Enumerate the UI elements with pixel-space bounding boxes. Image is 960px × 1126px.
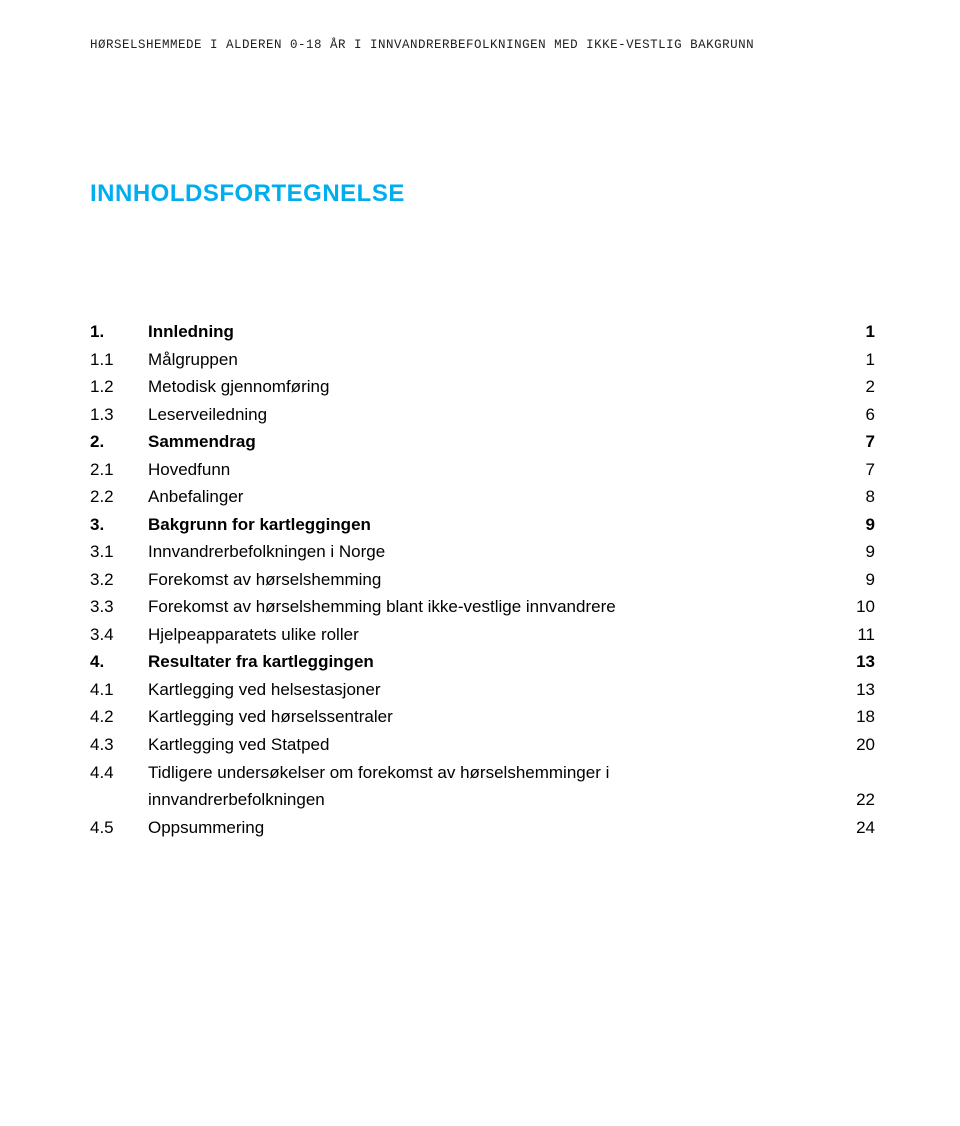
- toc-entry-page: 7: [845, 456, 875, 484]
- toc-entry: 3.4 Hjelpeapparatets ulike roller 11: [90, 621, 875, 649]
- toc-entry-label: Innledning: [148, 318, 845, 346]
- toc-entry-page: 13: [845, 676, 875, 704]
- toc-entry-num: 3.: [90, 511, 148, 539]
- toc-list: 1. Innledning 1 1.1 Målgruppen 1 1.2 Met…: [90, 318, 875, 841]
- toc-entry: 1.3 Leserveiledning 6: [90, 401, 875, 429]
- toc-entry-page: 13: [845, 648, 875, 676]
- toc-entry-page: 9: [845, 511, 875, 539]
- toc-entry-page: 9: [845, 566, 875, 594]
- toc-entry-page: 6: [845, 401, 875, 429]
- toc-entry: 3.2 Forekomst av hørselshemming 9: [90, 566, 875, 594]
- toc-entry-num: 3.4: [90, 621, 148, 649]
- toc-entry-label: Kartlegging ved Statped: [148, 731, 845, 759]
- toc-entry-num: 4.4: [90, 759, 148, 787]
- toc-entry-page: 20: [845, 731, 875, 759]
- toc-entry-page: 18: [845, 703, 875, 731]
- toc-entry-num: 3.3: [90, 593, 148, 621]
- toc-entry-num: 4.1: [90, 676, 148, 704]
- toc-entry-num: 1.: [90, 318, 148, 346]
- toc-entry-continuation: innvandrerbefolkningen 22: [90, 786, 875, 814]
- toc-entry-label: Anbefalinger: [148, 483, 845, 511]
- toc-entry-num: 3.2: [90, 566, 148, 594]
- toc-entry-num: 2.1: [90, 456, 148, 484]
- toc-entry-label: Kartlegging ved helsestasjoner: [148, 676, 845, 704]
- toc-entry: 2.1 Hovedfunn 7: [90, 456, 875, 484]
- toc-entry: 4.5 Oppsummering 24: [90, 814, 875, 842]
- toc-entry-page: 10: [845, 593, 875, 621]
- toc-entry: 4. Resultater fra kartleggingen 13: [90, 648, 875, 676]
- toc-entry-page: 8: [845, 483, 875, 511]
- toc-entry: 1.1 Målgruppen 1: [90, 346, 875, 374]
- toc-entry-num: 4.5: [90, 814, 148, 842]
- toc-entry-page: 11: [845, 621, 875, 649]
- toc-entry: 1. Innledning 1: [90, 318, 875, 346]
- toc-entry-label: Forekomst av hørselshemming blant ikke-v…: [148, 593, 845, 621]
- toc-entry-label: Oppsummering: [148, 814, 845, 842]
- toc-entry-label: Hjelpeapparatets ulike roller: [148, 621, 845, 649]
- page: HØRSELSHEMMEDE I ALDEREN 0-18 ÅR I INNVA…: [0, 0, 960, 841]
- toc-entry-num: 1.2: [90, 373, 148, 401]
- toc-title: INNHOLDSFORTEGNELSE: [90, 180, 875, 208]
- toc-entry: 4.1 Kartlegging ved helsestasjoner 13: [90, 676, 875, 704]
- toc-entry-page: 1: [845, 318, 875, 346]
- toc-entry-num: 2.2: [90, 483, 148, 511]
- page-header: HØRSELSHEMMEDE I ALDEREN 0-18 ÅR I INNVA…: [90, 38, 875, 52]
- toc-entry-label: Kartlegging ved hørselssentraler: [148, 703, 845, 731]
- toc-entry: 1.2 Metodisk gjennomføring 2: [90, 373, 875, 401]
- toc-entry-label: Sammendrag: [148, 428, 845, 456]
- toc-entry-label: Hovedfunn: [148, 456, 845, 484]
- toc-entry-page: 7: [845, 428, 875, 456]
- toc-entry-page: 1: [845, 346, 875, 374]
- toc-entry: 4.2 Kartlegging ved hørselssentraler 18: [90, 703, 875, 731]
- toc-entry: 2.2 Anbefalinger 8: [90, 483, 875, 511]
- toc-entry-label-line1: Tidligere undersøkelser om forekomst av …: [148, 759, 845, 787]
- toc-entry-label: Innvandrerbefolkningen i Norge: [148, 538, 845, 566]
- toc-entry: 4.3 Kartlegging ved Statped 20: [90, 731, 875, 759]
- toc-entry-label: Leserveiledning: [148, 401, 845, 429]
- toc-entry-num: 1.1: [90, 346, 148, 374]
- toc-entry-num: 1.3: [90, 401, 148, 429]
- toc-entry-label: Bakgrunn for kartleggingen: [148, 511, 845, 539]
- toc-entry-label-line2: innvandrerbefolkningen: [148, 786, 845, 814]
- toc-entry-num: 4.2: [90, 703, 148, 731]
- toc-entry-label: Resultater fra kartleggingen: [148, 648, 845, 676]
- toc-entry: 3. Bakgrunn for kartleggingen 9: [90, 511, 875, 539]
- toc-title-text: INNHOLDSFORTEGNELSE: [90, 180, 405, 207]
- toc-entry-label: Målgruppen: [148, 346, 845, 374]
- toc-entry: 4.4 Tidligere undersøkelser om forekomst…: [90, 759, 875, 787]
- toc-entry: 2. Sammendrag 7: [90, 428, 875, 456]
- toc-entry-page: 22: [845, 786, 875, 814]
- toc-entry-label: Forekomst av hørselshemming: [148, 566, 845, 594]
- toc-entry-num: 4.: [90, 648, 148, 676]
- toc-entry-num: 4.3: [90, 731, 148, 759]
- toc-entry-num: 3.1: [90, 538, 148, 566]
- header-text: HØRSELSHEMMEDE I ALDEREN 0-18 ÅR I INNVA…: [90, 38, 754, 52]
- toc-entry: 3.1 Innvandrerbefolkningen i Norge 9: [90, 538, 875, 566]
- toc-entry-label: Metodisk gjennomføring: [148, 373, 845, 401]
- toc-entry-num: 2.: [90, 428, 148, 456]
- toc-entry-page: 9: [845, 538, 875, 566]
- toc-entry-page: 2: [845, 373, 875, 401]
- toc-entry-page: 24: [845, 814, 875, 842]
- toc-entry: 3.3 Forekomst av hørselshemming blant ik…: [90, 593, 875, 621]
